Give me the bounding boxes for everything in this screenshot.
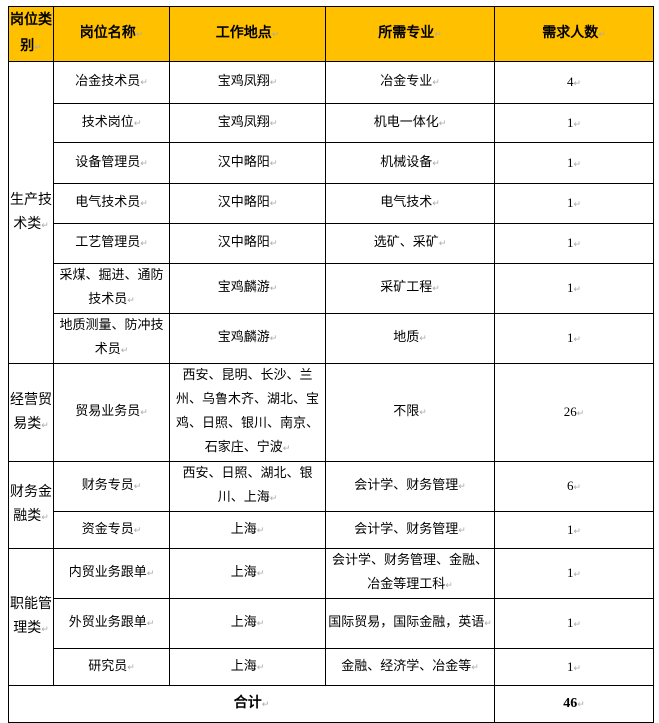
major-cell: 机电一体化 [325, 103, 495, 143]
table-row: 财务金融类财务专员西安、日照、湖北、银川、上海会计学、财务管理6 [8, 461, 654, 549]
position-name-cell: 内贸业务跟单 [53, 548, 170, 599]
location-cell: 宝鸡凤翔 [169, 61, 326, 104]
position-name-cell: 采煤、掘进、通防技术员 [53, 263, 170, 314]
major-cell: 地质 [325, 313, 495, 364]
major-cell: 电气技术 [325, 183, 495, 224]
major-cell: 会计学、财务管理 [325, 461, 495, 512]
position-name-cell: 研究员 [53, 648, 170, 686]
count-cell: 1 [494, 598, 654, 649]
header-row: 岗位类别 岗位名称 工作地点 所需专业 需求人数 [8, 6, 654, 62]
location-cell: 上海 [169, 548, 326, 599]
job-requirements-table: 岗位类别 岗位名称 工作地点 所需专业 需求人数 生产技术类冶金技术员宝鸡凤翔冶… [8, 6, 654, 723]
location-cell: 宝鸡麟游 [169, 263, 326, 314]
location-cell: 汉中略阳 [169, 142, 326, 184]
table-row: 地质测量、防冲技术员宝鸡麟游地质1 [9, 313, 654, 364]
table-row: 采煤、掘进、通防技术员宝鸡麟游采矿工程1 [9, 263, 654, 314]
header-location: 工作地点 [169, 6, 326, 62]
position-name-cell: 工艺管理员 [53, 223, 170, 264]
count-cell: 1 [494, 223, 654, 264]
table-row: 资金专员上海会计学、财务管理1 [9, 511, 654, 549]
position-name-cell: 电气技术员 [53, 183, 170, 224]
header-major: 所需专业 [325, 6, 495, 62]
position-name-cell: 贸易业务员 [53, 363, 170, 462]
position-name-cell: 技术岗位 [53, 103, 170, 143]
header-count: 需求人数 [494, 6, 654, 62]
location-cell: 上海 [169, 598, 326, 649]
location-cell: 西安、昆明、长沙、兰州、乌鲁木齐、湖北、宝鸡、日照、银川、南京、石家庄、宁波 [169, 363, 326, 462]
major-cell: 会计学、财务管理 [325, 511, 495, 549]
table-row: 经营贸易类贸易业务员西安、昆明、长沙、兰州、乌鲁木齐、湖北、宝鸡、日照、银川、南… [8, 363, 654, 462]
count-cell: 4 [494, 61, 654, 104]
category-cell: 经营贸易类 [8, 363, 54, 462]
major-cell: 金融、经济学、冶金等 [325, 648, 495, 686]
total-row: 合计 46 [8, 685, 654, 723]
category-cell: 生产技术类 [8, 61, 54, 364]
header-category: 岗位类别 [8, 6, 54, 62]
major-cell: 冶金专业 [325, 61, 495, 104]
table-row: 技术岗位宝鸡凤翔机电一体化1 [9, 103, 654, 143]
position-name-cell: 外贸业务跟单 [53, 598, 170, 649]
total-label: 合计 [8, 685, 495, 723]
category-cell: 财务金融类 [8, 461, 54, 549]
count-cell: 1 [494, 183, 654, 224]
table-row: 工艺管理员汉中略阳选矿、采矿1 [9, 223, 654, 264]
major-cell: 机械设备 [325, 142, 495, 184]
location-cell: 西安、日照、湖北、银川、上海 [169, 461, 326, 512]
count-cell: 1 [494, 548, 654, 599]
location-cell: 上海 [169, 511, 326, 549]
count-cell: 1 [494, 511, 654, 549]
location-cell: 汉中略阳 [169, 223, 326, 264]
position-name-cell: 资金专员 [53, 511, 170, 549]
major-cell: 不限 [325, 363, 495, 462]
count-cell: 6 [494, 461, 654, 512]
position-name-cell: 财务专员 [53, 461, 170, 512]
count-cell: 1 [494, 313, 654, 364]
total-count: 46 [494, 685, 654, 723]
table-row: 电气技术员汉中略阳电气技术1 [9, 183, 654, 224]
category-cell: 职能管理类 [8, 548, 54, 686]
count-cell: 26 [494, 363, 654, 462]
table-row: 职能管理类内贸业务跟单上海会计学、财务管理、金融、冶金等理工科1 [8, 548, 654, 686]
major-cell: 采矿工程 [325, 263, 495, 314]
header-position: 岗位名称 [53, 6, 170, 62]
count-cell: 1 [494, 142, 654, 184]
location-cell: 宝鸡麟游 [169, 313, 326, 364]
location-cell: 上海 [169, 648, 326, 686]
major-cell: 会计学、财务管理、金融、冶金等理工科 [325, 548, 495, 599]
position-name-cell: 冶金技术员 [53, 61, 170, 104]
table-row: 生产技术类冶金技术员宝鸡凤翔冶金专业4 [8, 61, 654, 364]
position-name-cell: 地质测量、防冲技术员 [53, 313, 170, 364]
table-row: 研究员上海金融、经济学、冶金等1 [9, 648, 654, 686]
location-cell: 宝鸡凤翔 [169, 103, 326, 143]
location-cell: 汉中略阳 [169, 183, 326, 224]
position-name-cell: 设备管理员 [53, 142, 170, 184]
major-cell: 国际贸易，国际金融，英语 [325, 598, 495, 649]
count-cell: 1 [494, 648, 654, 686]
count-cell: 1 [494, 103, 654, 143]
count-cell: 1 [494, 263, 654, 314]
table-row: 设备管理员汉中略阳机械设备1 [9, 142, 654, 184]
table-row: 外贸业务跟单上海国际贸易，国际金融，英语1 [9, 598, 654, 649]
major-cell: 选矿、采矿 [325, 223, 495, 264]
